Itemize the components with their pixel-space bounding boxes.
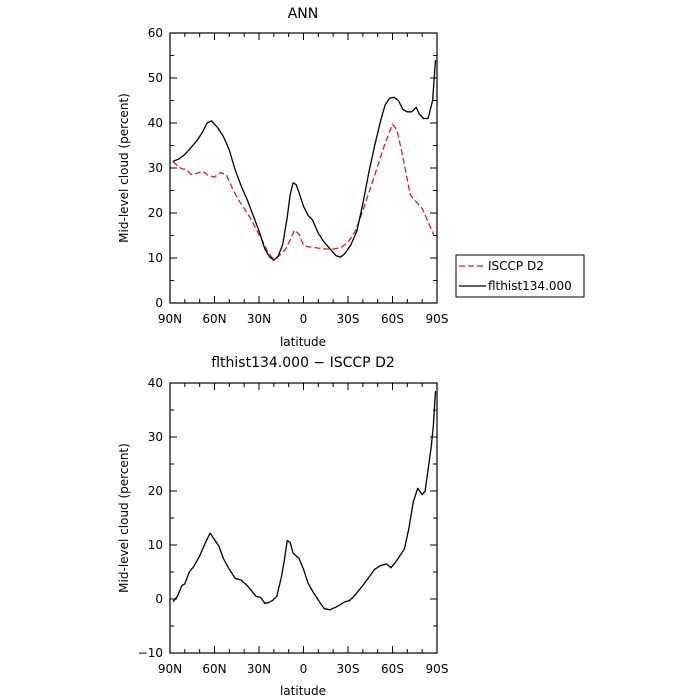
top-series-line-0 bbox=[172, 123, 435, 259]
bottom-y-tick-label: 10 bbox=[148, 538, 163, 552]
top-y-tick-label: 0 bbox=[155, 296, 163, 310]
top-axis-ticks: 90N 60N 30N 0 30S 60S 90S 0 10 20 30 40 50 60 bbox=[148, 26, 449, 326]
top-chart-title: ANN bbox=[288, 6, 319, 22]
bottom-panel: flthist134.000 − ISCCP D2 90N 60N 30N 0 30S 6… bbox=[117, 355, 448, 698]
top-x-tick-label: 30N bbox=[247, 312, 271, 326]
bottom-y-tick-label: 0 bbox=[155, 592, 163, 606]
top-y-tick-label: 30 bbox=[148, 161, 163, 175]
top-x-tick-label: 60N bbox=[202, 312, 226, 326]
bottom-y-tick-label: −10 bbox=[138, 646, 163, 660]
bottom-y-axis-label: Mid-level cloud (percent) bbox=[117, 443, 131, 593]
top-y-axis-label: Mid-level cloud (percent) bbox=[117, 93, 131, 243]
top-x-tick-label: 90N bbox=[158, 312, 182, 326]
bottom-series-line-0 bbox=[172, 391, 437, 611]
bottom-x-tick-label: 60S bbox=[381, 662, 404, 676]
top-panel: ANN 90N 60N 30N 0 30S 60S 90S 0 10 20 30 40 50 60 lat… bbox=[117, 6, 585, 349]
legend: ISCCP D2 flthist134.000 bbox=[455, 254, 585, 298]
bottom-series-lines bbox=[172, 391, 437, 611]
bottom-chart-title: flthist134.000 − ISCCP D2 bbox=[211, 355, 395, 371]
bottom-axis-ticks: 90N 60N 30N 0 30S 60S 90S −10 0 10 20 30 40 bbox=[138, 376, 449, 676]
top-y-tick-label: 20 bbox=[148, 206, 163, 220]
top-x-tick-label: 30S bbox=[337, 312, 360, 326]
bottom-x-tick-label: 90N bbox=[158, 662, 182, 676]
top-y-tick-label: 40 bbox=[148, 116, 163, 130]
bottom-x-axis-label: latitude bbox=[280, 684, 326, 698]
bottom-y-tick-label: 20 bbox=[148, 484, 163, 498]
bottom-plot-frame bbox=[169, 382, 438, 654]
bottom-x-tick-label: 30S bbox=[337, 662, 360, 676]
legend-label-flthist: flthist134.000 bbox=[488, 279, 572, 293]
legend-box bbox=[455, 254, 585, 298]
top-x-tick-label: 90S bbox=[426, 312, 449, 326]
top-y-tick-label: 10 bbox=[148, 251, 163, 265]
bottom-y-tick-label: 40 bbox=[148, 376, 163, 390]
top-x-tick-label: 60S bbox=[381, 312, 404, 326]
legend-label-isccp: ISCCP D2 bbox=[488, 259, 544, 273]
top-x-tick-label: 0 bbox=[300, 312, 308, 326]
bottom-x-tick-label: 90S bbox=[426, 662, 449, 676]
bottom-x-tick-label: 30N bbox=[247, 662, 271, 676]
top-series-line-1 bbox=[172, 59, 437, 261]
bottom-y-tick-label: 30 bbox=[148, 430, 163, 444]
bottom-x-tick-label: 0 bbox=[300, 662, 308, 676]
top-y-tick-label: 60 bbox=[148, 26, 163, 40]
top-plot-frame bbox=[169, 32, 438, 304]
bottom-x-tick-label: 60N bbox=[202, 662, 226, 676]
top-series-lines bbox=[172, 59, 437, 261]
top-y-tick-label: 50 bbox=[148, 71, 163, 85]
top-x-axis-label: latitude bbox=[280, 335, 326, 349]
